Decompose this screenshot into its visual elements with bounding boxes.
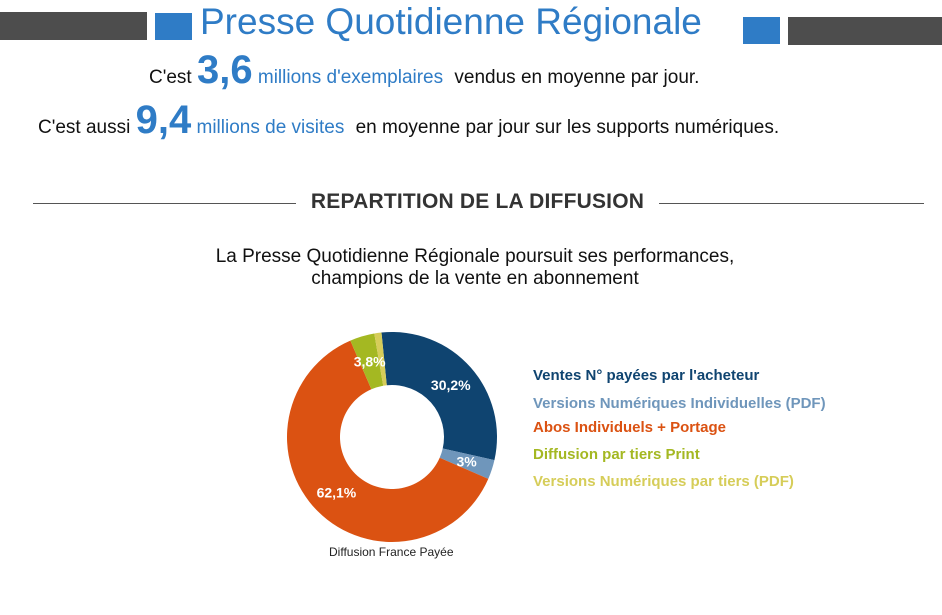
chart-caption: Diffusion France Payée [329, 545, 454, 559]
slice-label-diffusion-tiers-print: 3,8% [354, 354, 386, 370]
stat-unit: millions d'exemplaires [257, 67, 444, 88]
subtitle-line-2: champions de la vente en abonnement [311, 268, 639, 289]
section-title: REPARTITION DE LA DIFFUSION [310, 190, 645, 213]
legend-item-versions-individuelles: Versions Numériques Individuelles (PDF) [533, 395, 826, 412]
stat-value: 3,6 [196, 48, 253, 92]
subtitle-line-1: La Presse Quotidienne Régionale poursuit… [215, 246, 735, 267]
section-rule-right [659, 203, 924, 204]
stat-suffix: en moyenne par jour sur les supports num… [355, 117, 780, 138]
slice-label-versions-individuelles: 3% [456, 453, 477, 469]
stat-unit: millions de visites [196, 117, 345, 138]
slice-versions-tiers [374, 332, 387, 386]
slice-diffusion-tiers-print [350, 333, 384, 390]
donut-slice-labels: 30,2%3%62,1%3,8%1,1% [317, 354, 478, 501]
stat-line-visits: C'est aussi 9,4 millions de visites en m… [38, 98, 779, 143]
header-bar-left [0, 12, 147, 40]
stat-value: 9,4 [135, 98, 192, 142]
legend-item-abos: Abos Individuels + Portage [533, 419, 726, 436]
donut-chart: 30,2%3%62,1%3,8%1,1% [286, 332, 498, 543]
donut-slices [286, 332, 498, 543]
stat-prefix: C'est [149, 67, 192, 88]
header-bar-right [788, 17, 942, 45]
legend-item-diffusion-tiers-print: Diffusion par tiers Print [533, 446, 700, 463]
section-subtitle: La Presse Quotidienne Régionale poursuit… [150, 246, 800, 290]
slice-versions-individuelles [439, 448, 495, 479]
slice-ventes [381, 332, 498, 461]
slice-label-ventes: 30,2% [431, 377, 471, 393]
page-title: Presse Quotidienne Régionale [200, 1, 702, 42]
section-rule-left [33, 203, 296, 204]
stat-prefix: C'est aussi [38, 117, 131, 138]
slice-abos [286, 340, 489, 543]
legend-item-ventes: Ventes N° payées par l'acheteur [533, 367, 760, 384]
legend-item-versions-tiers: Versions Numériques par tiers (PDF) [533, 473, 794, 490]
stat-suffix: vendus en moyenne par jour. [454, 67, 700, 88]
slice-label-abos: 62,1% [317, 484, 357, 500]
header-square-right [743, 17, 780, 44]
header-square-left [155, 13, 192, 40]
stat-line-copies: C'est 3,6 millions d'exemplaires vendus … [149, 48, 699, 93]
